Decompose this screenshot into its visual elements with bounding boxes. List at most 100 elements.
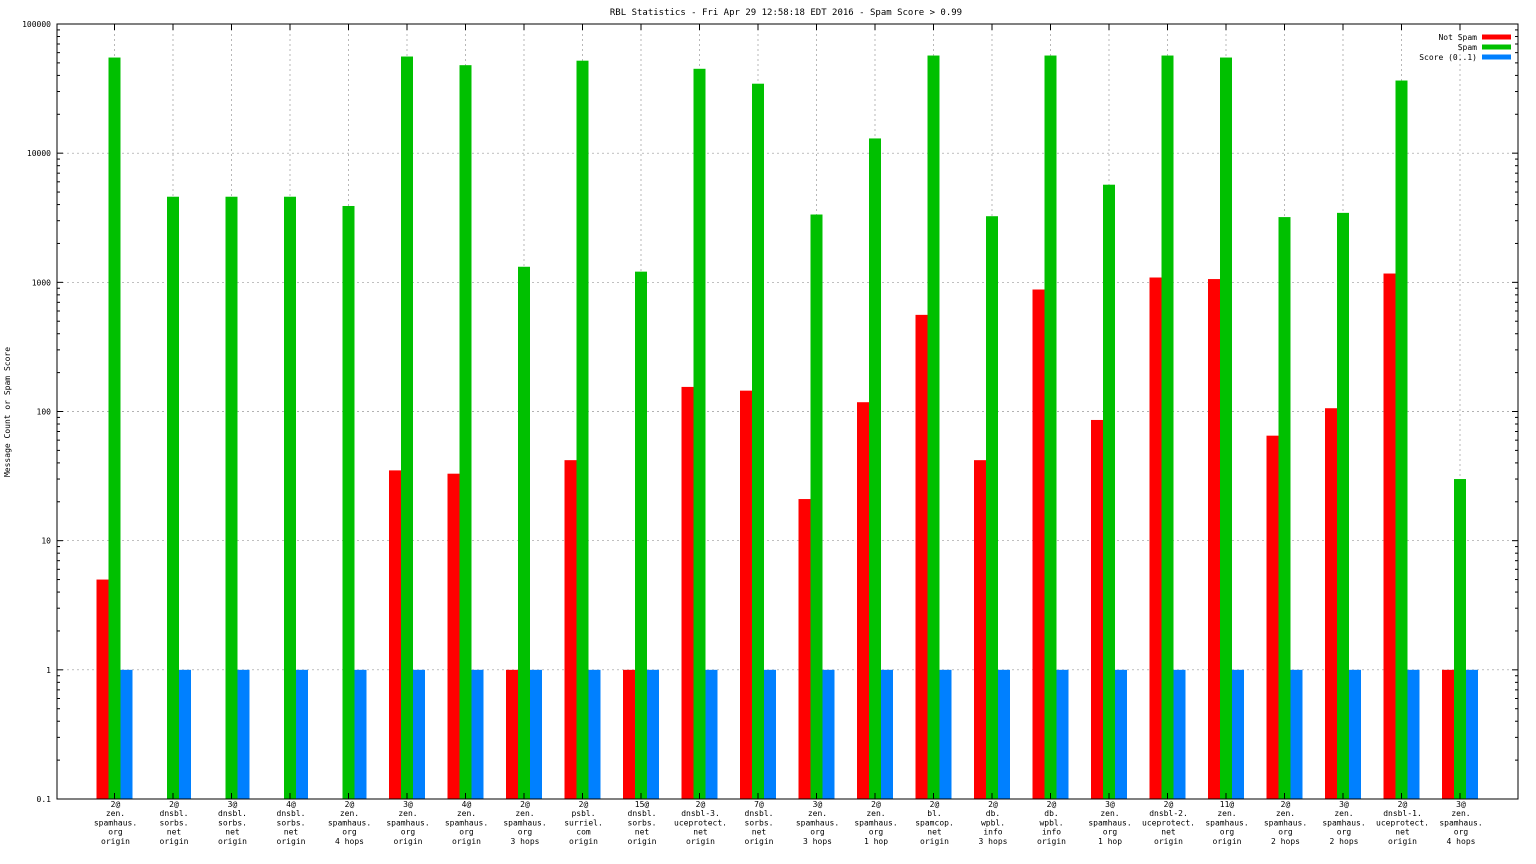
x-tick-label: org (108, 828, 123, 837)
y-axis-ticks: 0.1 1 10 100 1000 10000 100000 (22, 20, 1518, 804)
x-tick-label: 4@ (286, 800, 296, 809)
x-tick-label: origin (218, 837, 247, 846)
x-tick-label: zen. (1217, 809, 1236, 818)
x-tick-label: spamhaus. (1322, 818, 1365, 827)
x-tick-label: 2@ (1164, 800, 1174, 809)
bar-spam (1337, 212, 1349, 799)
x-tick-label: origin (277, 837, 306, 846)
x-tick-label: uceprotect. (1376, 818, 1429, 827)
x-tick-label: origin (920, 837, 949, 846)
x-tick-label: spamhaus. (796, 818, 839, 827)
x-tick-label: dnsbl-3. (681, 809, 720, 818)
bar-not-spam (623, 669, 635, 799)
chart-title: RBL Statistics - Fri Apr 29 12:58:18 EDT… (610, 8, 962, 18)
bar-spam (635, 271, 647, 799)
x-tick-label: org (1103, 828, 1118, 837)
bar-score-0-1 (530, 669, 542, 799)
bar-spam (693, 68, 706, 799)
x-tick-label: 4 hops (1447, 837, 1476, 846)
bar-spam (1044, 55, 1057, 799)
x-tick-label: org (869, 828, 884, 837)
x-tick-label: 2@ (169, 800, 179, 809)
x-tick-label: 7@ (754, 800, 764, 809)
bar-not-spam (857, 402, 869, 799)
x-tick-label: net (284, 828, 299, 837)
bar-not-spam (1383, 273, 1396, 799)
bar-score-0-1 (120, 669, 133, 799)
x-axis-ticks: 2@zen.spamhaus.orgorigin2@dnsbl.sorbs.ne… (94, 24, 1483, 846)
x-tick-label: net (927, 828, 942, 837)
x-tick-label: origin (745, 837, 774, 846)
y-tick-label: 10 (41, 537, 51, 546)
legend-swatch (1482, 44, 1511, 50)
x-tick-label: zen. (457, 809, 476, 818)
bar-spam (518, 266, 530, 800)
x-tick-label: net (167, 828, 182, 837)
bar-score-0-1 (705, 669, 718, 799)
bar-spam (986, 216, 998, 799)
x-tick-label: 3 hops (803, 837, 832, 846)
bar-not-spam (1442, 669, 1454, 799)
x-tick-label: zen. (398, 809, 417, 818)
x-tick-label: uceprotect. (1142, 818, 1195, 827)
x-tick-label: org (459, 828, 474, 837)
legend-label: Score (0..1) (1419, 53, 1477, 62)
x-tick-label: info (983, 828, 1002, 837)
x-tick-label: origin (1388, 837, 1417, 846)
x-tick-label: org (342, 828, 357, 837)
bar-not-spam (564, 460, 577, 799)
bar-score-0-1 (1290, 669, 1303, 799)
x-tick-label: dnsbl. (628, 809, 657, 818)
x-tick-label: sorbs. (218, 818, 247, 827)
bar-spam (1220, 57, 1232, 799)
x-tick-label: origin (1037, 837, 1066, 846)
x-tick-label: dnsbl. (218, 809, 247, 818)
x-tick-label: zen. (1334, 809, 1353, 818)
x-tick-label: spamhaus. (1439, 818, 1482, 827)
x-tick-label: 2@ (1281, 800, 1291, 809)
y-axis-label: Message Count or Spam Score (3, 347, 12, 477)
bar-spam (1395, 80, 1408, 799)
x-tick-label: sorbs. (745, 818, 774, 827)
x-tick-label: 2@ (520, 800, 530, 809)
x-tick-label: spamhaus. (1264, 818, 1307, 827)
x-tick-label: dnsbl-2. (1149, 809, 1188, 818)
bar-score-0-1 (237, 669, 250, 799)
x-tick-label: org (810, 828, 825, 837)
bar-spam (1103, 184, 1115, 800)
x-tick-label: zen. (808, 809, 827, 818)
x-tick-label: dnsbl. (277, 809, 306, 818)
y-tick-label: 1000 (32, 278, 51, 287)
x-tick-label: sorbs. (628, 818, 657, 827)
bar-series (96, 55, 1478, 800)
bar-not-spam (1208, 279, 1220, 799)
bar-not-spam (1032, 289, 1045, 799)
x-tick-label: 2@ (1047, 800, 1057, 809)
x-tick-label: dnsbl. (160, 809, 189, 818)
bar-score-0-1 (1349, 669, 1361, 799)
x-tick-label: 1 hop (864, 837, 888, 846)
y-tick-label: 0.1 (37, 795, 52, 804)
y-tick-label: 10000 (27, 149, 51, 158)
x-tick-label: 2 hops (1330, 837, 1359, 846)
x-tick-label: db. (986, 809, 1000, 818)
x-tick-label: psbl. (571, 809, 595, 818)
x-tick-label: com (576, 828, 591, 837)
bar-score-0-1 (764, 669, 776, 799)
x-tick-label: spamhaus. (854, 818, 897, 827)
x-tick-label: zen. (866, 809, 885, 818)
x-tick-label: org (1337, 828, 1352, 837)
bar-score-0-1 (1115, 669, 1127, 799)
bar-score-0-1 (1407, 669, 1420, 799)
legend-label: Not Spam (1438, 33, 1477, 42)
x-tick-label: surriel. (564, 818, 603, 827)
x-tick-label: 2@ (111, 800, 121, 809)
bar-not-spam (447, 473, 460, 799)
x-tick-label: origin (628, 837, 657, 846)
bar-not-spam (389, 470, 401, 799)
x-tick-label: net (225, 828, 240, 837)
legend-swatch (1482, 54, 1511, 60)
x-tick-label: 2@ (988, 800, 998, 809)
bar-spam (1278, 217, 1291, 800)
bar-score-0-1 (413, 669, 425, 799)
